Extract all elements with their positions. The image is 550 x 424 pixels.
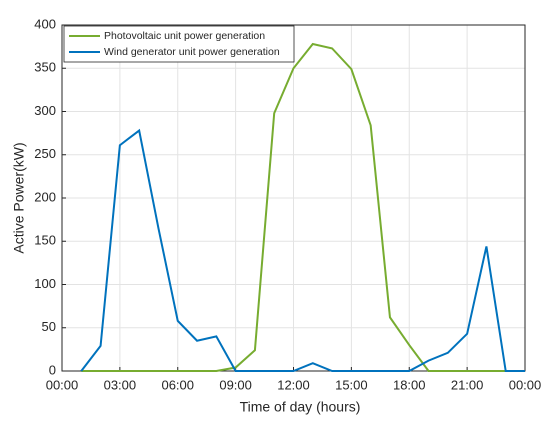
x-tick-label: 00:00	[509, 377, 542, 392]
y-tick-label: 150	[34, 233, 56, 248]
legend-label: Wind generator unit power generation	[104, 46, 280, 58]
y-tick-label: 250	[34, 146, 56, 161]
y-tick-label: 400	[34, 16, 56, 31]
y-tick-label: 350	[34, 60, 56, 75]
x-tick-label: 15:00	[335, 377, 368, 392]
x-tick-label: 18:00	[393, 377, 426, 392]
x-tick-label: 03:00	[104, 377, 137, 392]
x-tick-label: 06:00	[161, 377, 194, 392]
series-line	[80, 128, 525, 372]
x-tick-label: 00:00	[46, 377, 79, 392]
y-tick-label: 50	[42, 319, 56, 334]
series-line	[81, 42, 525, 372]
y-tick-label: 0	[49, 362, 56, 377]
x-tick-label: 09:00	[219, 377, 252, 392]
y-axis-label: Active Power(kW)	[11, 142, 27, 253]
legend-label: Photovoltaic unit power generation	[104, 30, 265, 42]
legend-box	[63, 25, 295, 63]
y-tick-label: 100	[34, 276, 56, 291]
x-axis-label: Time of day (hours)	[240, 399, 361, 415]
y-tick-label: 200	[34, 189, 56, 204]
x-tick-label: 12:00	[277, 377, 310, 392]
y-tick-label: 300	[34, 103, 56, 118]
x-tick-label: 21:00	[451, 377, 484, 392]
